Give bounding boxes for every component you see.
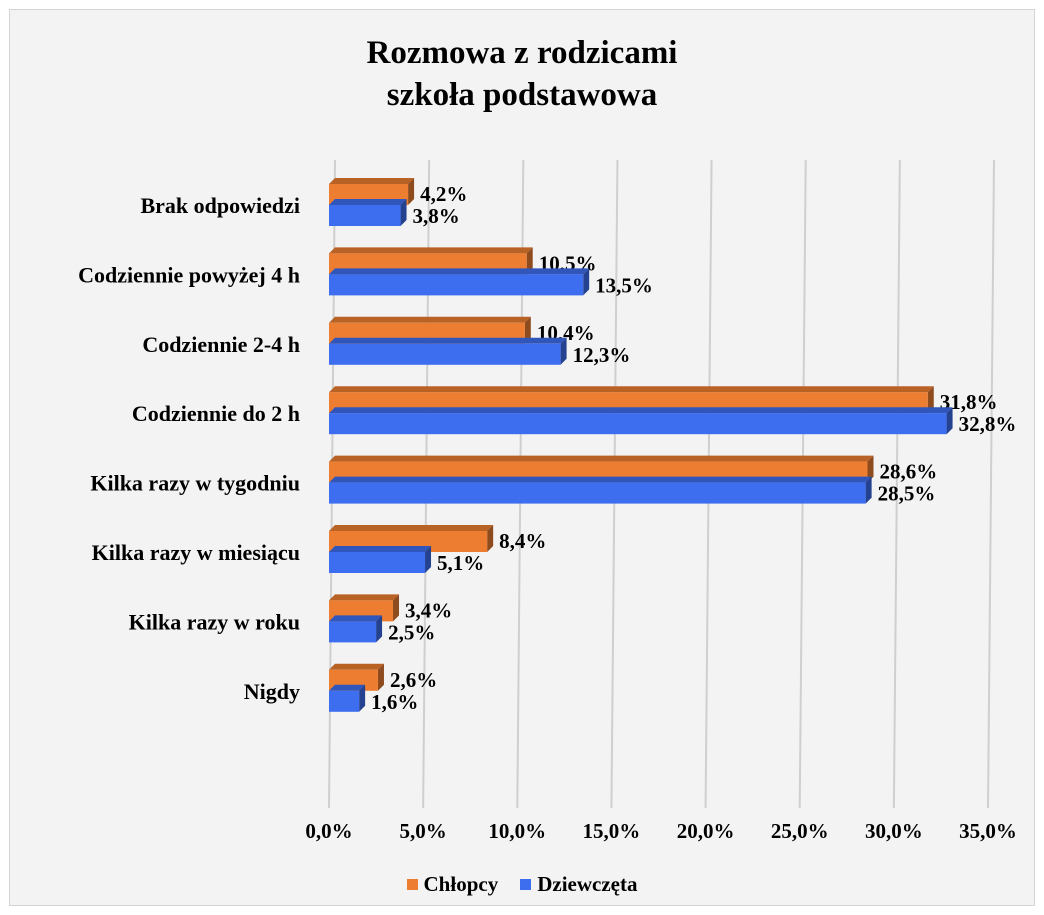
data-label: 2,6% [390, 668, 437, 692]
data-label: 4,2% [420, 182, 467, 206]
data-label: 3,4% [405, 598, 452, 622]
bar-top-face [329, 663, 384, 670]
legend-swatch-dziewczeta [520, 879, 532, 890]
bar-side-face [376, 615, 383, 643]
bar-side-face [867, 455, 874, 483]
bar-top-face [329, 199, 407, 205]
category-label: Brak odpowiedzi [140, 193, 300, 218]
data-label: 5,1% [437, 551, 484, 575]
bar-top-face [329, 684, 366, 691]
bar-top-face [329, 615, 383, 622]
bar-top-face [329, 455, 874, 462]
bar-side-face [583, 268, 590, 296]
bar-dziewczeta [329, 552, 426, 573]
bar-side-face [393, 594, 400, 622]
bar-top-face [329, 268, 590, 275]
x-tick-label: 15,0% [583, 819, 641, 843]
category-label: Codziennie do 2 h [132, 401, 300, 426]
bar-top-face [329, 386, 934, 393]
bar-side-face [425, 546, 432, 573]
x-tick-label: 30,0% [865, 819, 923, 843]
bar-side-face [946, 407, 953, 435]
category-label: Codziennie powyżej 4 h [78, 262, 300, 287]
legend-label-dziewczeta: Dziewczęta [537, 872, 638, 896]
legend-swatch-chlopcy [406, 879, 418, 890]
bar-top-face [329, 525, 494, 531]
data-label: 28,6% [879, 460, 937, 484]
bar-dziewczeta [329, 482, 866, 504]
chart-title-line: Rozmowa z rodzicami [366, 35, 678, 71]
bar-dziewczeta [329, 621, 377, 643]
legend-item-chlopcy: Chłopcy [406, 872, 499, 897]
bar-side-face [377, 663, 384, 691]
gridline [892, 159, 901, 809]
bar-side-face [526, 247, 533, 275]
x-tick-label: 5,0% [400, 819, 447, 843]
bar-side-face [359, 684, 366, 712]
bar-top-face [329, 178, 415, 184]
bar-top-face [329, 247, 533, 254]
bar-top-face [329, 337, 567, 344]
bar-side-face [400, 199, 407, 226]
legend-item-dziewczeta: Dziewczęta [520, 872, 637, 897]
bar-top-face [329, 476, 872, 483]
data-label: 13,5% [595, 273, 653, 297]
data-label: 3,8% [413, 204, 460, 228]
bar-side-face [524, 316, 531, 344]
x-tick-label: 35,0% [959, 819, 1017, 843]
bar-top-face [329, 316, 531, 323]
data-label: 8,4% [499, 529, 546, 553]
category-label: Kilka razy w tygodniu [90, 471, 300, 496]
bar-dziewczeta [329, 274, 584, 296]
data-label: 2,5% [388, 620, 435, 644]
data-label: 28,5% [878, 482, 936, 506]
x-tick-label: 0,0% [305, 819, 352, 843]
data-label: 1,6% [371, 690, 418, 714]
x-tick-label: 20,0% [677, 819, 735, 843]
chart-subtitle-line: szkoła podstawowa [386, 77, 658, 113]
bar-side-face [487, 525, 494, 552]
category-label: Kilka razy w miesiącu [92, 540, 300, 565]
bar-side-face [865, 476, 872, 504]
bar-top-face [329, 546, 432, 552]
bar-dziewczeta [329, 343, 561, 365]
bar-dziewczeta [329, 690, 360, 712]
category-label: Codziennie 2-4 h [142, 332, 300, 357]
data-label: 32,8% [959, 412, 1017, 436]
bar-side-face [560, 337, 567, 365]
bar-top-face [329, 407, 953, 414]
chart-title: Rozmowa z rodzicami szkoła podstawowa [0, 32, 1044, 116]
category-label: Nigdy [244, 679, 300, 704]
category-label: Kilka razy w roku [129, 609, 300, 634]
gridline [987, 159, 995, 809]
bar-side-face [927, 386, 934, 414]
bar-side-face [408, 178, 415, 205]
bar-dziewczeta [329, 205, 401, 226]
x-tick-label: 25,0% [771, 819, 829, 843]
data-label: 12,3% [573, 343, 631, 367]
legend: Chłopcy Dziewczęta [0, 872, 1044, 897]
bar-dziewczeta [329, 413, 947, 435]
bar-top-face [329, 594, 400, 601]
legend-label-chlopcy: Chłopcy [423, 872, 499, 896]
x-tick-label: 10,0% [488, 819, 546, 843]
